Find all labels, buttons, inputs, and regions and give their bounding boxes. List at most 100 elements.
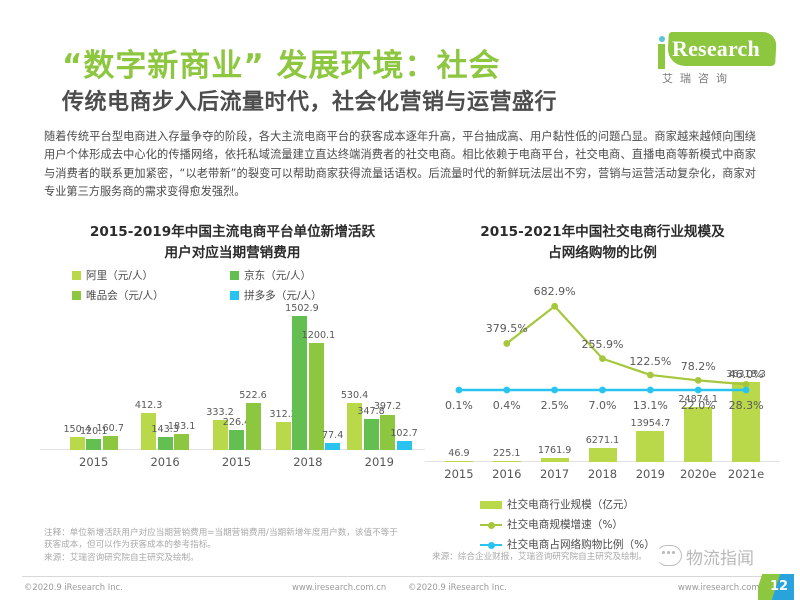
bar-value-label: 522.6	[239, 390, 267, 402]
watermark-text: 物流指闻	[686, 549, 754, 569]
footer-url-right: www.iresearch.com.cn	[678, 582, 773, 592]
bar-value-label: 77.4	[321, 430, 344, 442]
page-number: 12	[770, 579, 789, 594]
logo-wordmark: Research	[672, 36, 760, 61]
legend-item: 社交电商行业规模（亿元）	[480, 497, 770, 512]
right-chart-source-block: 来源：综合企业财报，艾瑞咨询研究院自主研究及绘制。	[432, 551, 752, 563]
share-ratio-point	[551, 386, 559, 394]
bar	[141, 413, 157, 450]
left-chart-title-line1: 2015-2019年中国主流电商平台单位新增活跃	[89, 224, 376, 240]
watermark: 物流指闻	[654, 540, 794, 572]
right-chart-source: 来源：综合企业财报，艾瑞咨询研究院自主研究及绘制。	[432, 552, 647, 562]
bar	[325, 443, 341, 450]
legend-label: 唯品会（元/人）	[86, 290, 164, 302]
legend-swatch-line	[480, 540, 502, 549]
watermark-ring-icon	[656, 545, 682, 566]
right-chart-title-line1: 2015-2021年中国社交电商行业规模及	[480, 224, 725, 240]
bar-value-label: 36318.3	[726, 369, 766, 381]
bar	[229, 429, 244, 450]
bar	[86, 439, 102, 450]
left-chart-source: 来源：艾瑞咨询研究院自主研究及绘制。	[44, 552, 199, 563]
footer-url-left: www.iresearch.com.cn	[292, 582, 387, 592]
bar-value-label: 102.7	[390, 427, 418, 439]
page-title: “数字新商业” 发展环境：社会	[62, 48, 501, 84]
logo-i-dot	[659, 36, 665, 42]
share-ratio-label: 28.3%	[728, 399, 764, 412]
x-axis-label: 2021e	[727, 467, 765, 481]
bar	[102, 435, 118, 450]
share-ratio-point	[646, 386, 654, 394]
footer-divider	[22, 576, 778, 577]
watermark-dot-3-icon	[672, 551, 675, 554]
bar-value-label: 143.3	[151, 424, 179, 436]
body-paragraph: 随着传统平台型电商进入存量争夺的阶段，各大主流电商平台的获客成本逐年升高，平台抽…	[44, 128, 756, 202]
bar	[275, 422, 291, 450]
bar	[588, 448, 617, 462]
bar-value-label: 160.7	[96, 422, 124, 434]
bar-value-label: 46.9	[448, 447, 470, 459]
right-chart-plot: 46.9 225.1 1761.9 6271.1 13954.7 24874.1 36318…	[425, 272, 780, 484]
watermark-dot-2-icon	[667, 551, 670, 554]
bar-value-label: 120.1	[79, 426, 108, 438]
growth-rate-line	[506, 304, 747, 386]
legend-swatch-bar	[480, 500, 502, 509]
bar	[540, 458, 569, 462]
bar-value-label: 6271.1	[585, 435, 620, 447]
left-chart-note: 注释：单位新增活跃用户对应当期营销费用=当期营销费用/当期新增年度用户数，该值不…	[44, 528, 398, 551]
legend-item: 唯品会（元/人）	[72, 288, 224, 303]
x-axis-label: 2015	[221, 455, 252, 469]
watermark-dot-1-icon	[662, 551, 665, 554]
bar	[292, 315, 308, 450]
footer-copyright-right: ©2020.9 iResearch Inc.	[408, 582, 507, 592]
growth-rate-point	[551, 302, 559, 310]
legend-item: 社交电商规模增速（%）	[480, 517, 770, 532]
bar	[684, 407, 713, 462]
right-chart-title: 2015-2021年中国社交电商行业规模及 占网络购物的比例	[425, 222, 780, 264]
share-ratio-point	[503, 386, 511, 394]
legend-label: 拼多多（元/人）	[244, 290, 322, 302]
logo-i-stem	[658, 44, 665, 69]
x-axis-label: 2018	[587, 467, 618, 481]
bar-value-label: 24874.1	[678, 394, 719, 406]
x-axis-label: 2015	[444, 467, 474, 481]
iresearch-logo: Research 艾瑞咨询	[646, 24, 778, 90]
legend-label: 社交电商规模增速（%）	[507, 519, 624, 531]
bar-value-label: 150.4	[63, 423, 91, 435]
bar-value-label: 183.1	[167, 420, 196, 432]
bar	[492, 460, 521, 462]
bar	[396, 440, 412, 450]
bar-value-label: 1761.9	[537, 445, 572, 457]
page-subtitle: 传统电商步入后流量时代，社会化营销与运营盛行	[62, 90, 558, 115]
x-axis-label: 2018	[293, 455, 323, 469]
bar	[363, 418, 379, 450]
legend-swatch	[230, 271, 239, 280]
legend-swatch-line	[480, 520, 502, 529]
page-number-badge: 12	[758, 574, 794, 600]
left-chart-title: 2015-2019年中国主流电商平台单位新增活跃 用户对应当期营销费用	[40, 222, 425, 264]
share-ratio-label: 22.0%	[680, 399, 716, 412]
growth-rate-point	[503, 340, 511, 347]
right-chart-legend: 社交电商行业规模（亿元） 社交电商规模增速（%） 社交电商占网络购物比例（%）	[480, 497, 770, 557]
bar-value-label: 412.3	[134, 400, 163, 412]
bar-value-label: 226.4	[222, 416, 251, 428]
right-chart-title-line2: 占网络购物的比例	[548, 245, 657, 261]
legend-label: 阿里（元/人）	[86, 270, 154, 282]
growth-rate-point	[694, 377, 702, 384]
share-ratio-label: 13.1%	[632, 399, 668, 412]
bar	[212, 420, 228, 450]
legend-swatch	[230, 291, 239, 300]
bar-value-label: 1502.9	[285, 302, 319, 314]
legend-line-dot	[488, 521, 495, 529]
legend-item: 阿里（元/人）	[72, 268, 224, 283]
bar-value-label: 397.2	[373, 401, 402, 413]
right-chart-panel: 2015-2021年中国社交电商行业规模及 占网络购物的比例 46.9 225.1…	[425, 222, 780, 484]
growth-rate-point	[599, 355, 606, 363]
bar	[636, 431, 665, 462]
x-axis-label: 2019	[635, 467, 665, 481]
share-ratio-label: 7.0%	[588, 399, 617, 412]
legend-item: 拼多多（元/人）	[230, 288, 382, 303]
legend-item: 京东（元/人）	[230, 268, 382, 283]
left-chart-plot: 150.4 120.1 160.7 2015 412.3 143.3 183.1 2016 33…	[40, 272, 425, 472]
x-axis-label: 2015	[79, 455, 109, 469]
